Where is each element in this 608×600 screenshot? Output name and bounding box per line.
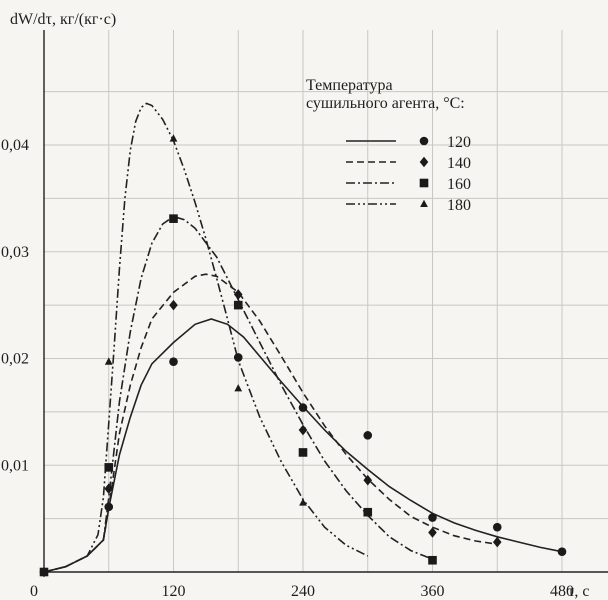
data-point-160 [428, 555, 437, 565]
y-axis-title: dW/dτ, кг/(кг·с) [10, 11, 116, 28]
y-tick-label: 0,03 [1, 244, 29, 261]
legend-label-160: 160 [447, 176, 471, 193]
data-point-180 [299, 498, 307, 506]
data-point-120 [104, 502, 114, 512]
legend-title-line-2: сушильного агента, °C: [306, 95, 465, 112]
legend-marker-180 [420, 199, 428, 208]
legend-title-line-1: Температура [306, 77, 393, 94]
axes-layer [43, 30, 608, 573]
data-point-140 [298, 424, 308, 436]
legend-label-120: 120 [447, 134, 471, 151]
data-point-120 [363, 431, 373, 440]
series-curve-120 [43, 318, 563, 573]
data-point-160 [169, 214, 178, 223]
data-point-180 [104, 357, 113, 365]
legend-label-140: 140 [447, 155, 471, 172]
data-point-160 [298, 448, 308, 457]
data-point-140 [104, 483, 114, 495]
data-point-140 [428, 527, 437, 538]
data-point-120 [298, 403, 308, 412]
data-point-140 [233, 289, 243, 300]
legend-marker-160 [419, 178, 429, 188]
legend: Температура сушильного агента, °C: 120 14… [306, 77, 471, 214]
y-tick-label: 0,01 [1, 457, 29, 474]
legend-marker-140 [419, 156, 429, 168]
data-point-160 [233, 300, 243, 310]
data-point-160 [104, 463, 114, 472]
x-tick-label: 120 [162, 583, 186, 600]
data-point-120 [233, 353, 243, 362]
data-point-180 [40, 567, 48, 576]
data-point-120 [492, 522, 502, 532]
data-point-140 [363, 474, 373, 486]
x-tick-label: 240 [291, 583, 315, 600]
legend-label-180: 180 [447, 197, 471, 214]
x-tick-label: 0 [30, 583, 38, 600]
data-point-120 [557, 547, 567, 557]
data-point-140 [169, 299, 178, 311]
series-curve-140 [43, 273, 498, 573]
x-tick-label: 480 [550, 583, 574, 600]
legend-marker-120 [419, 136, 429, 146]
data-point-140 [492, 536, 502, 548]
data-point-160 [363, 507, 373, 517]
series-curve-180 [43, 102, 369, 573]
y-tick-label: 0,02 [1, 351, 29, 368]
x-tick-label: 360 [421, 583, 445, 600]
legend-items: 120 140 160 180 [346, 134, 471, 214]
data-point-120 [169, 357, 178, 367]
data-point-180 [169, 134, 178, 142]
points-layer [39, 134, 567, 578]
data-point-120 [428, 513, 437, 522]
x-axis-title: τ, с [568, 583, 590, 600]
data-point-180 [234, 384, 243, 392]
ticks-layer: 0 120 240 360 480 0,01 0,02 0,03 0,04 [1, 137, 574, 600]
y-tick-label: 0,04 [1, 137, 29, 154]
